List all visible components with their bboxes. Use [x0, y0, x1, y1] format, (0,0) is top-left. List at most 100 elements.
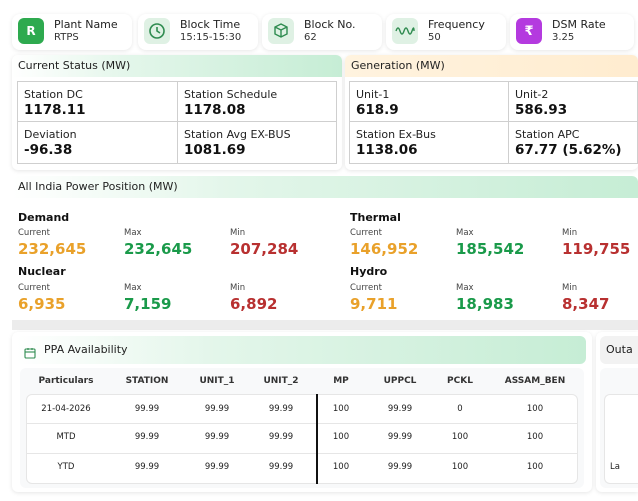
station-exbus-label: Station Ex-Bus: [356, 128, 436, 141]
ppa-availability-panel: PPA Availability Particulars STATION UNI…: [12, 332, 592, 492]
block-time-label: Block Time: [180, 18, 241, 31]
table-cell: 99.99: [268, 432, 294, 442]
nuclear-min-value: 6,892: [230, 295, 278, 313]
block-time-value: 15:15-15:30: [180, 32, 242, 43]
table-cell: 99.99: [387, 462, 413, 472]
table-cell: 0: [457, 404, 463, 414]
table-cell: 21-04-2026: [41, 404, 91, 414]
station-avg-exbus-label: Station Avg EX-BUS: [184, 128, 291, 141]
thermal-title: Thermal: [350, 211, 401, 224]
clock-icon: [144, 18, 170, 44]
dsm-rate-card: ₹ DSM Rate 3.25: [510, 14, 634, 50]
table-cell: 99.99: [204, 432, 230, 442]
nuclear-min-label: Min: [230, 283, 246, 293]
col-assam-ben: ASSAM_BEN: [504, 376, 566, 386]
col-station: STATION: [125, 376, 169, 386]
ppa-header: PPA Availability: [16, 336, 586, 364]
unit-2-value: 586.93: [515, 102, 568, 118]
row-divider: [26, 453, 578, 454]
outage-row-label: La: [610, 462, 620, 472]
plant-name-label: Plant Name: [54, 18, 118, 31]
dsm-rate-label: DSM Rate: [552, 18, 606, 31]
hydro-title: Hydro: [350, 265, 388, 278]
unit-2-label: Unit-2: [515, 88, 549, 101]
nuclear-max-label: Max: [124, 283, 142, 293]
demand-current-value: 232,645: [18, 240, 87, 258]
deviation-label: Deviation: [24, 128, 77, 141]
demand-max-value: 232,645: [124, 240, 193, 258]
outage-title: Outa: [600, 336, 638, 364]
plant-name-value: RTPS: [54, 32, 79, 43]
station-avg-exbus-value: 1081.69: [184, 142, 246, 158]
hydro-min-label: Min: [562, 283, 578, 293]
col-particulars: Particulars: [38, 376, 94, 386]
col-unit-2: UNIT_2: [263, 376, 299, 386]
table-cell: 99.99: [268, 404, 294, 414]
block-no-value: 62: [304, 32, 317, 43]
table-cell: 99.99: [134, 432, 160, 442]
table-cell: YTD: [57, 462, 75, 472]
nuclear-current-value: 6,935: [18, 295, 66, 313]
table-cell: 99.99: [268, 462, 294, 472]
current-status-panel: Current Status (MW) Station DC 1178.11 S…: [12, 55, 342, 170]
table-cell: MTD: [56, 432, 76, 442]
table-cell: 100: [451, 432, 469, 442]
outage-table-body: [604, 394, 638, 484]
hydro-current-value: 9,711: [350, 295, 398, 313]
thermal-max-value: 185,542: [456, 240, 525, 258]
demand-min-label: Min: [230, 228, 246, 238]
table-cell: 99.99: [204, 404, 230, 414]
table-cell: 100: [332, 462, 350, 472]
row-divider: [26, 423, 578, 424]
col-unit-1: UNIT_1: [199, 376, 235, 386]
block-time-card: Block Time 15:15-15:30: [138, 14, 258, 50]
unit-1-cell: Unit-1 618.9: [349, 81, 509, 122]
thermal-current-value: 146,952: [350, 240, 419, 258]
thermal-min-value: 119,755: [562, 240, 631, 258]
table-cell: 99.99: [134, 462, 160, 472]
ppa-table: Particulars STATION UNIT_1 UNIT_2 MP UPP…: [20, 368, 584, 488]
col-uppcl: UPPCL: [383, 376, 417, 386]
station-apc-label: Station APC: [515, 128, 580, 141]
demand-max-label: Max: [124, 228, 142, 238]
frequency-value: 50: [428, 32, 441, 43]
deviation-value: -96.38: [24, 142, 73, 158]
table-cell: 100: [332, 404, 350, 414]
col-mp: MP: [333, 376, 349, 386]
table-cell: 99.99: [387, 432, 413, 442]
column-separator: [316, 394, 318, 484]
ppa-table-body: [26, 394, 578, 484]
station-dc-value: 1178.11: [24, 102, 86, 118]
dsm-rate-value: 3.25: [552, 32, 575, 43]
table-cell: 100: [526, 432, 544, 442]
block-no-label: Block No.: [304, 18, 356, 31]
station-schedule-cell: Station Schedule 1178.08: [177, 81, 337, 122]
station-exbus-cell: Station Ex-Bus 1138.06: [349, 121, 509, 164]
demand-current-label: Current: [18, 228, 50, 238]
station-dc-label: Station DC: [24, 88, 83, 101]
nuclear-current-label: Current: [18, 283, 50, 293]
table-cell: 99.99: [134, 404, 160, 414]
station-schedule-value: 1178.08: [184, 102, 246, 118]
frequency-label: Frequency: [428, 18, 485, 31]
power-position-title: All India Power Position (MW): [12, 176, 638, 198]
section-divider: [12, 320, 638, 330]
station-exbus-value: 1138.06: [356, 142, 418, 158]
unit-2-cell: Unit-2 586.93: [508, 81, 638, 122]
thermal-min-label: Min: [562, 228, 578, 238]
nuclear-title: Nuclear: [18, 265, 66, 278]
table-cell: 100: [526, 404, 544, 414]
plant-name-card: R Plant Name RTPS: [12, 14, 132, 50]
table-cell: 99.99: [204, 462, 230, 472]
frequency-wave-icon: [392, 18, 418, 44]
table-cell: 100: [332, 432, 350, 442]
station-dc-cell: Station DC 1178.11: [17, 81, 178, 122]
col-pckl: PCKL: [447, 376, 473, 386]
letter-r-icon: R: [18, 18, 44, 44]
outage-panel: Outa La: [596, 332, 638, 492]
frequency-card: Frequency 50: [386, 14, 506, 50]
power-position-header: All India Power Position (MW): [12, 176, 638, 198]
deviation-cell: Deviation -96.38: [17, 121, 178, 164]
generation-title: Generation (MW): [345, 55, 638, 77]
calendar-icon: [24, 344, 36, 359]
